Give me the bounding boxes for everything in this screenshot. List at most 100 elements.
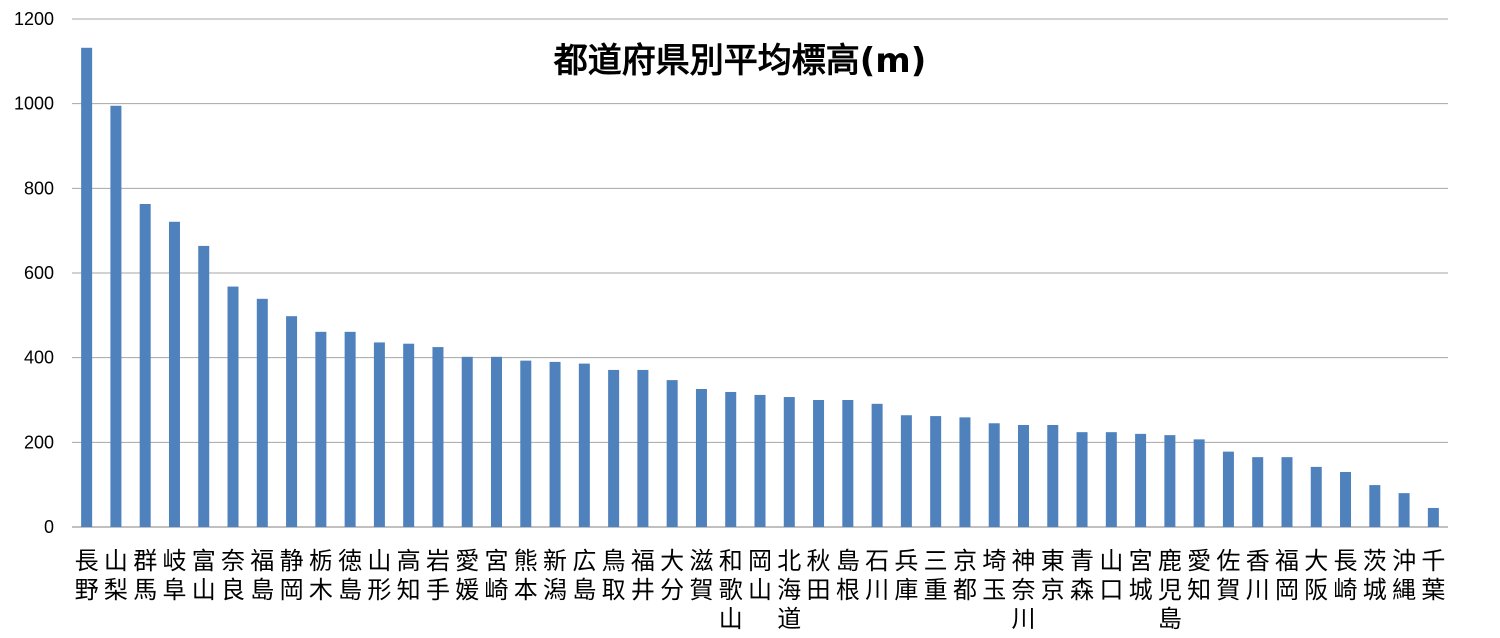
- x-category-label: 熊本: [514, 547, 538, 604]
- x-category-label: 京都: [953, 547, 977, 604]
- x-category-label: 滋賀: [689, 547, 713, 604]
- x-category-label: 群馬: [133, 547, 157, 604]
- bar: [1017, 424, 1029, 527]
- bar: [344, 331, 356, 527]
- x-category-label: 長崎: [1334, 547, 1358, 604]
- y-tick-label: 200: [24, 432, 54, 452]
- bar: [227, 286, 239, 527]
- x-category-label: 秋田: [807, 547, 831, 604]
- x-category-label: 大分: [660, 547, 684, 604]
- x-category-label: 香川: [1246, 547, 1270, 604]
- x-category-label: 奈良: [221, 547, 245, 604]
- bar: [1135, 433, 1147, 527]
- bar: [754, 394, 766, 527]
- x-category-label: 埼玉: [982, 547, 1006, 604]
- bar: [256, 298, 268, 527]
- x-category-label: 富山: [192, 547, 216, 604]
- x-axis-category-labels: 長野山梨群馬岐阜富山奈良福島静岡栃木徳島山形高知岩手愛媛宮崎熊本新潟広島鳥取福井…: [75, 547, 1446, 633]
- x-category-label: 三重: [924, 547, 948, 604]
- bar: [491, 356, 503, 527]
- x-category-label: 茨城: [1363, 547, 1387, 604]
- bar: [813, 400, 825, 527]
- bar: [432, 347, 444, 527]
- bar: [578, 363, 590, 527]
- x-category-label: 北海道: [777, 547, 801, 633]
- bar: [1105, 432, 1117, 527]
- x-category-label: 沖縄: [1392, 547, 1416, 604]
- bar: [461, 356, 473, 527]
- x-category-label: 高知: [397, 547, 421, 604]
- x-category-label: 岩手: [426, 547, 450, 604]
- x-category-label: 愛知: [1187, 547, 1211, 604]
- x-category-label: 新潟: [543, 547, 567, 604]
- y-tick-label: 400: [24, 348, 54, 368]
- x-category-label: 長野: [75, 547, 99, 604]
- x-category-label: 徳島: [338, 547, 362, 604]
- y-tick-label: 600: [24, 263, 54, 283]
- y-tick-label: 1200: [14, 9, 54, 29]
- x-category-label: 栃木: [309, 547, 333, 604]
- x-category-label: 神奈川: [1011, 547, 1035, 633]
- y-tick-label: 0: [44, 517, 54, 537]
- bar: [139, 204, 151, 527]
- bar: [637, 369, 649, 527]
- y-tick-label: 1000: [14, 94, 54, 114]
- bar: [315, 331, 327, 527]
- x-category-label: 山形: [367, 547, 391, 604]
- x-category-label: 石川: [865, 547, 889, 604]
- bar: [198, 245, 210, 527]
- bar: [959, 417, 971, 527]
- x-category-label: 鹿児島: [1158, 547, 1182, 633]
- chart-title: 都道府県別平均標高(m): [553, 41, 927, 81]
- x-category-label: 広島: [572, 547, 596, 604]
- bar: [666, 380, 678, 527]
- x-category-label: 宮崎: [485, 547, 509, 604]
- y-axis-ticks: 0 200 400 600 800 1000 1200: [14, 9, 54, 537]
- x-category-label: 福岡: [1275, 547, 1299, 604]
- x-category-label: 岐阜: [162, 547, 186, 604]
- x-category-label: 山口: [1099, 547, 1123, 604]
- bar: [988, 423, 1000, 527]
- bars: [81, 47, 1439, 527]
- bar: [520, 360, 532, 527]
- x-category-label: 鳥取: [602, 547, 626, 604]
- bar: [1193, 439, 1205, 527]
- x-category-label: 山梨: [104, 547, 128, 604]
- bar: [608, 369, 620, 527]
- gridlines: [72, 18, 1448, 528]
- bar: [1076, 432, 1088, 527]
- bar: [1427, 507, 1439, 527]
- x-category-label: 宮城: [1129, 547, 1153, 604]
- bar: [1369, 485, 1381, 527]
- bar: [1398, 493, 1410, 527]
- x-category-label: 大阪: [1304, 547, 1328, 604]
- x-category-label: 佐賀: [1216, 547, 1240, 604]
- bar: [783, 397, 795, 527]
- bar: [1310, 466, 1322, 527]
- bar: [403, 343, 415, 527]
- bar: [1252, 457, 1264, 527]
- x-category-label: 千葉: [1421, 547, 1445, 604]
- x-category-label: 青森: [1070, 547, 1094, 604]
- bar: [1222, 451, 1234, 527]
- x-category-label: 福島: [250, 547, 274, 604]
- bar: [110, 105, 122, 527]
- bar: [1281, 457, 1293, 527]
- bar: [286, 316, 298, 527]
- bar: [871, 403, 883, 527]
- bar: [549, 361, 561, 527]
- bar: [81, 47, 93, 527]
- bar: [930, 416, 942, 527]
- x-category-label: 兵庫: [894, 547, 918, 604]
- bar: [842, 400, 854, 527]
- bar: [695, 388, 707, 527]
- bar: [725, 391, 737, 527]
- x-category-label: 福井: [631, 547, 655, 604]
- bar: [168, 221, 180, 527]
- x-category-label: 和歌山: [719, 547, 743, 633]
- bar: [1340, 471, 1352, 527]
- x-category-label: 岡山: [748, 547, 772, 604]
- bar: [900, 415, 912, 527]
